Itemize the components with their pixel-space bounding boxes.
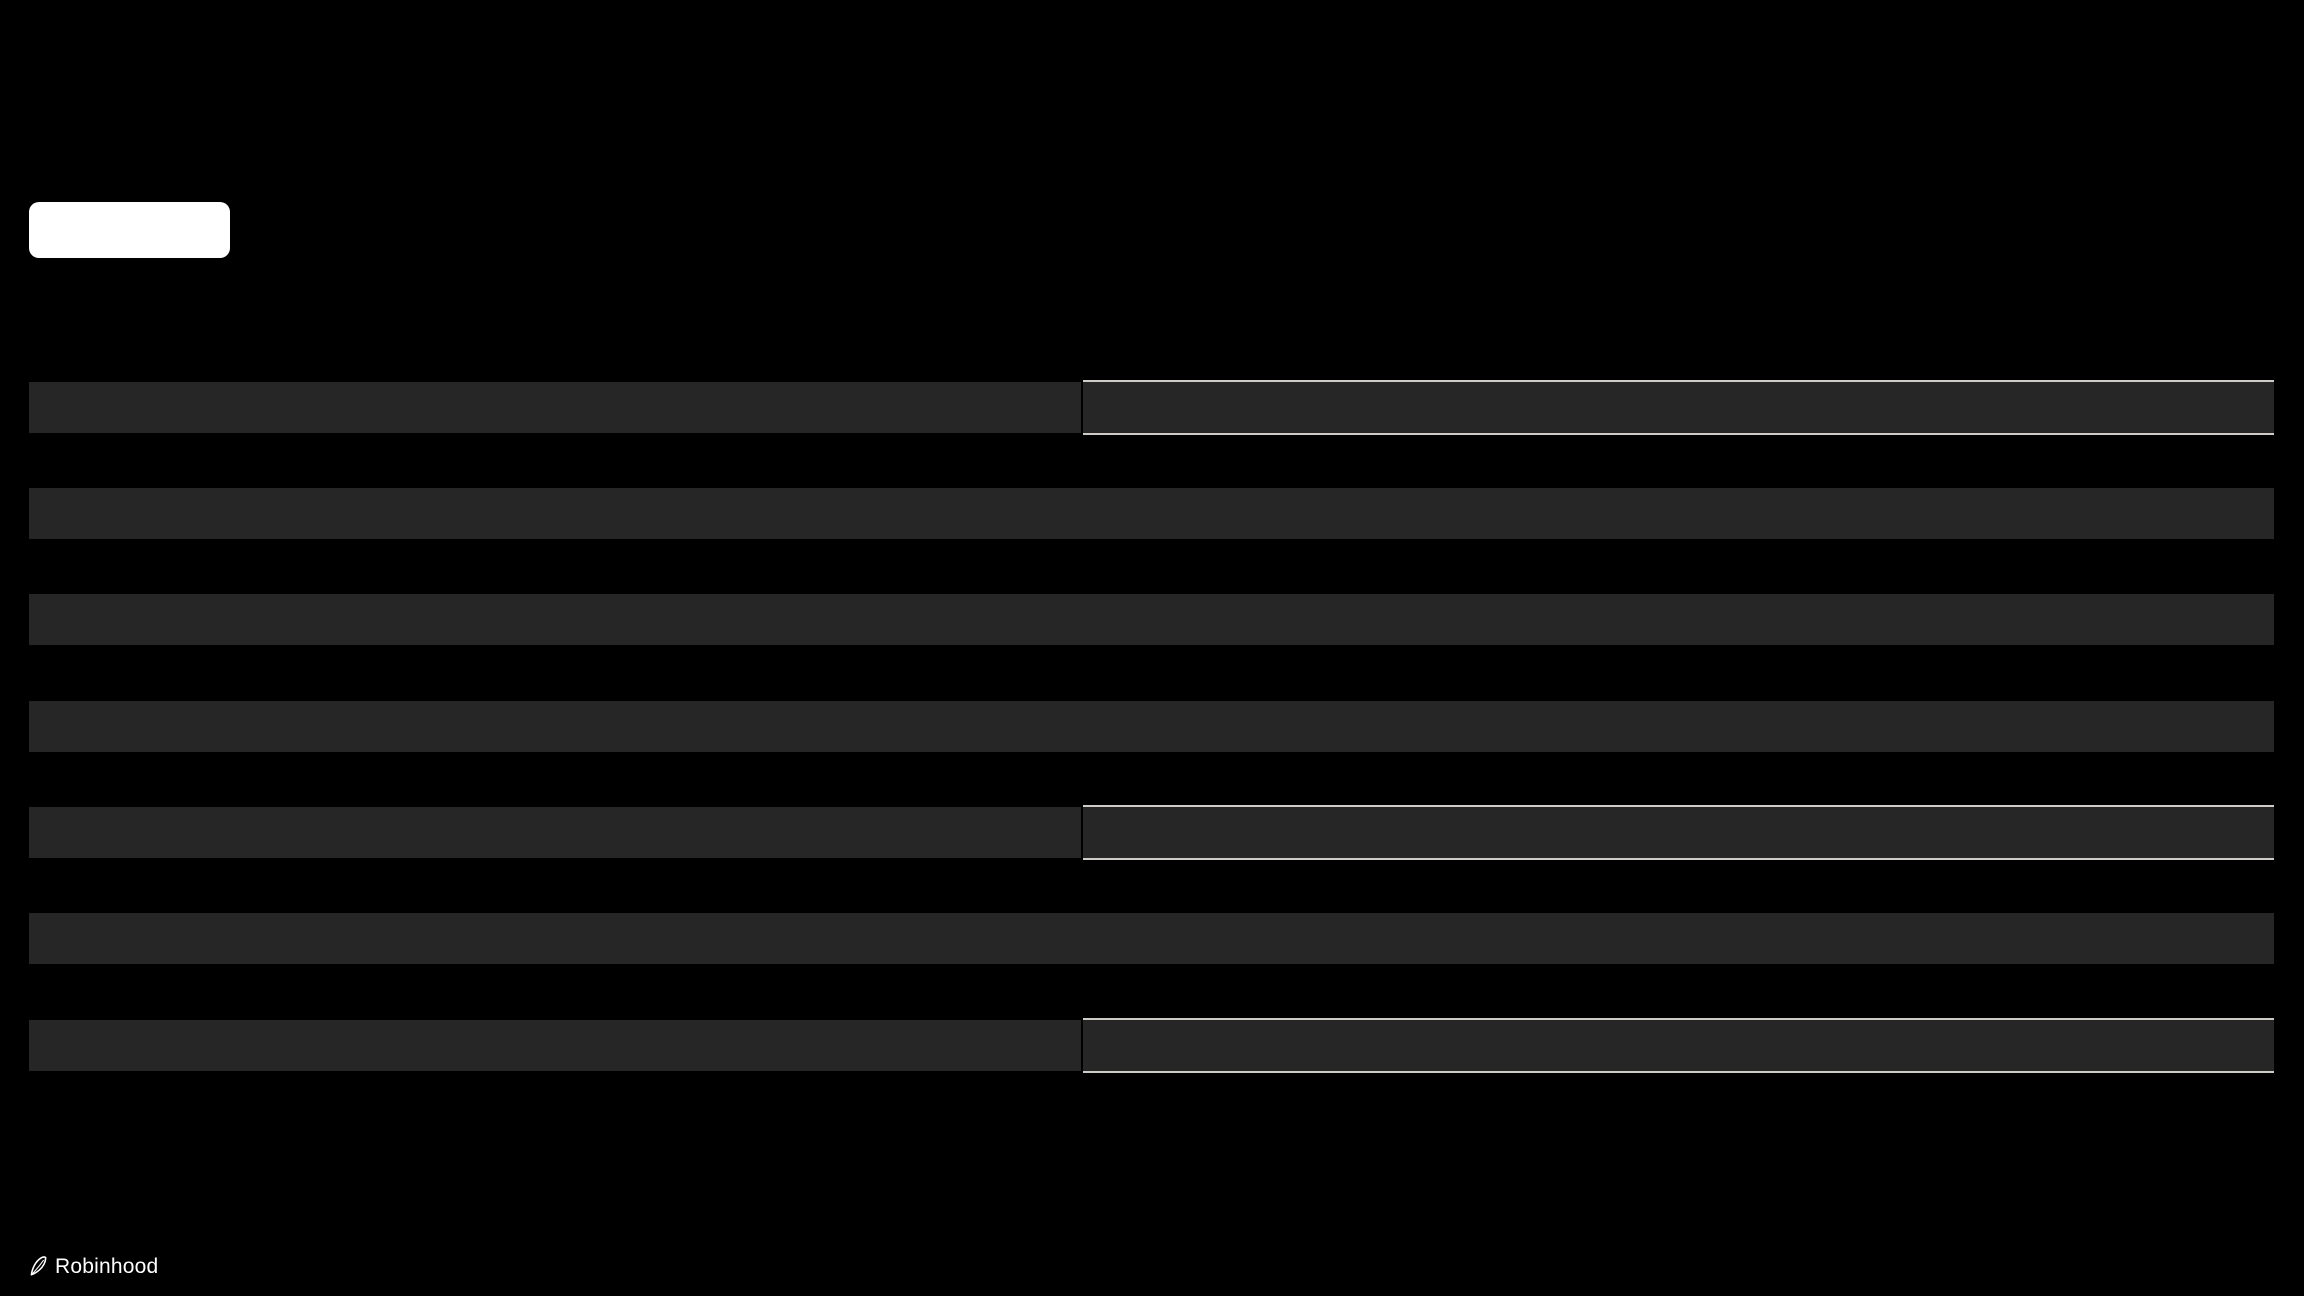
skeleton-row-7-left (29, 1020, 1081, 1071)
skeleton-row-1-left (29, 382, 1081, 433)
skeleton-row-1-underlined-field[interactable] (1083, 380, 2274, 435)
skeleton-row-4 (29, 701, 2274, 752)
brand-wordmark: Robinhood (55, 1254, 159, 1278)
skeleton-row-6 (29, 913, 2274, 964)
primary-button[interactable] (29, 202, 230, 258)
skeleton-row-5-underlined-field[interactable] (1083, 805, 2274, 860)
skeleton-row-2 (29, 488, 2274, 539)
footer-brand: Robinhood (29, 1252, 158, 1280)
robinhood-feather-icon (29, 1255, 48, 1277)
skeleton-row-5-left (29, 807, 1081, 858)
skeleton-row-3 (29, 594, 2274, 645)
skeleton-row-7-underlined-field[interactable] (1083, 1018, 2274, 1073)
